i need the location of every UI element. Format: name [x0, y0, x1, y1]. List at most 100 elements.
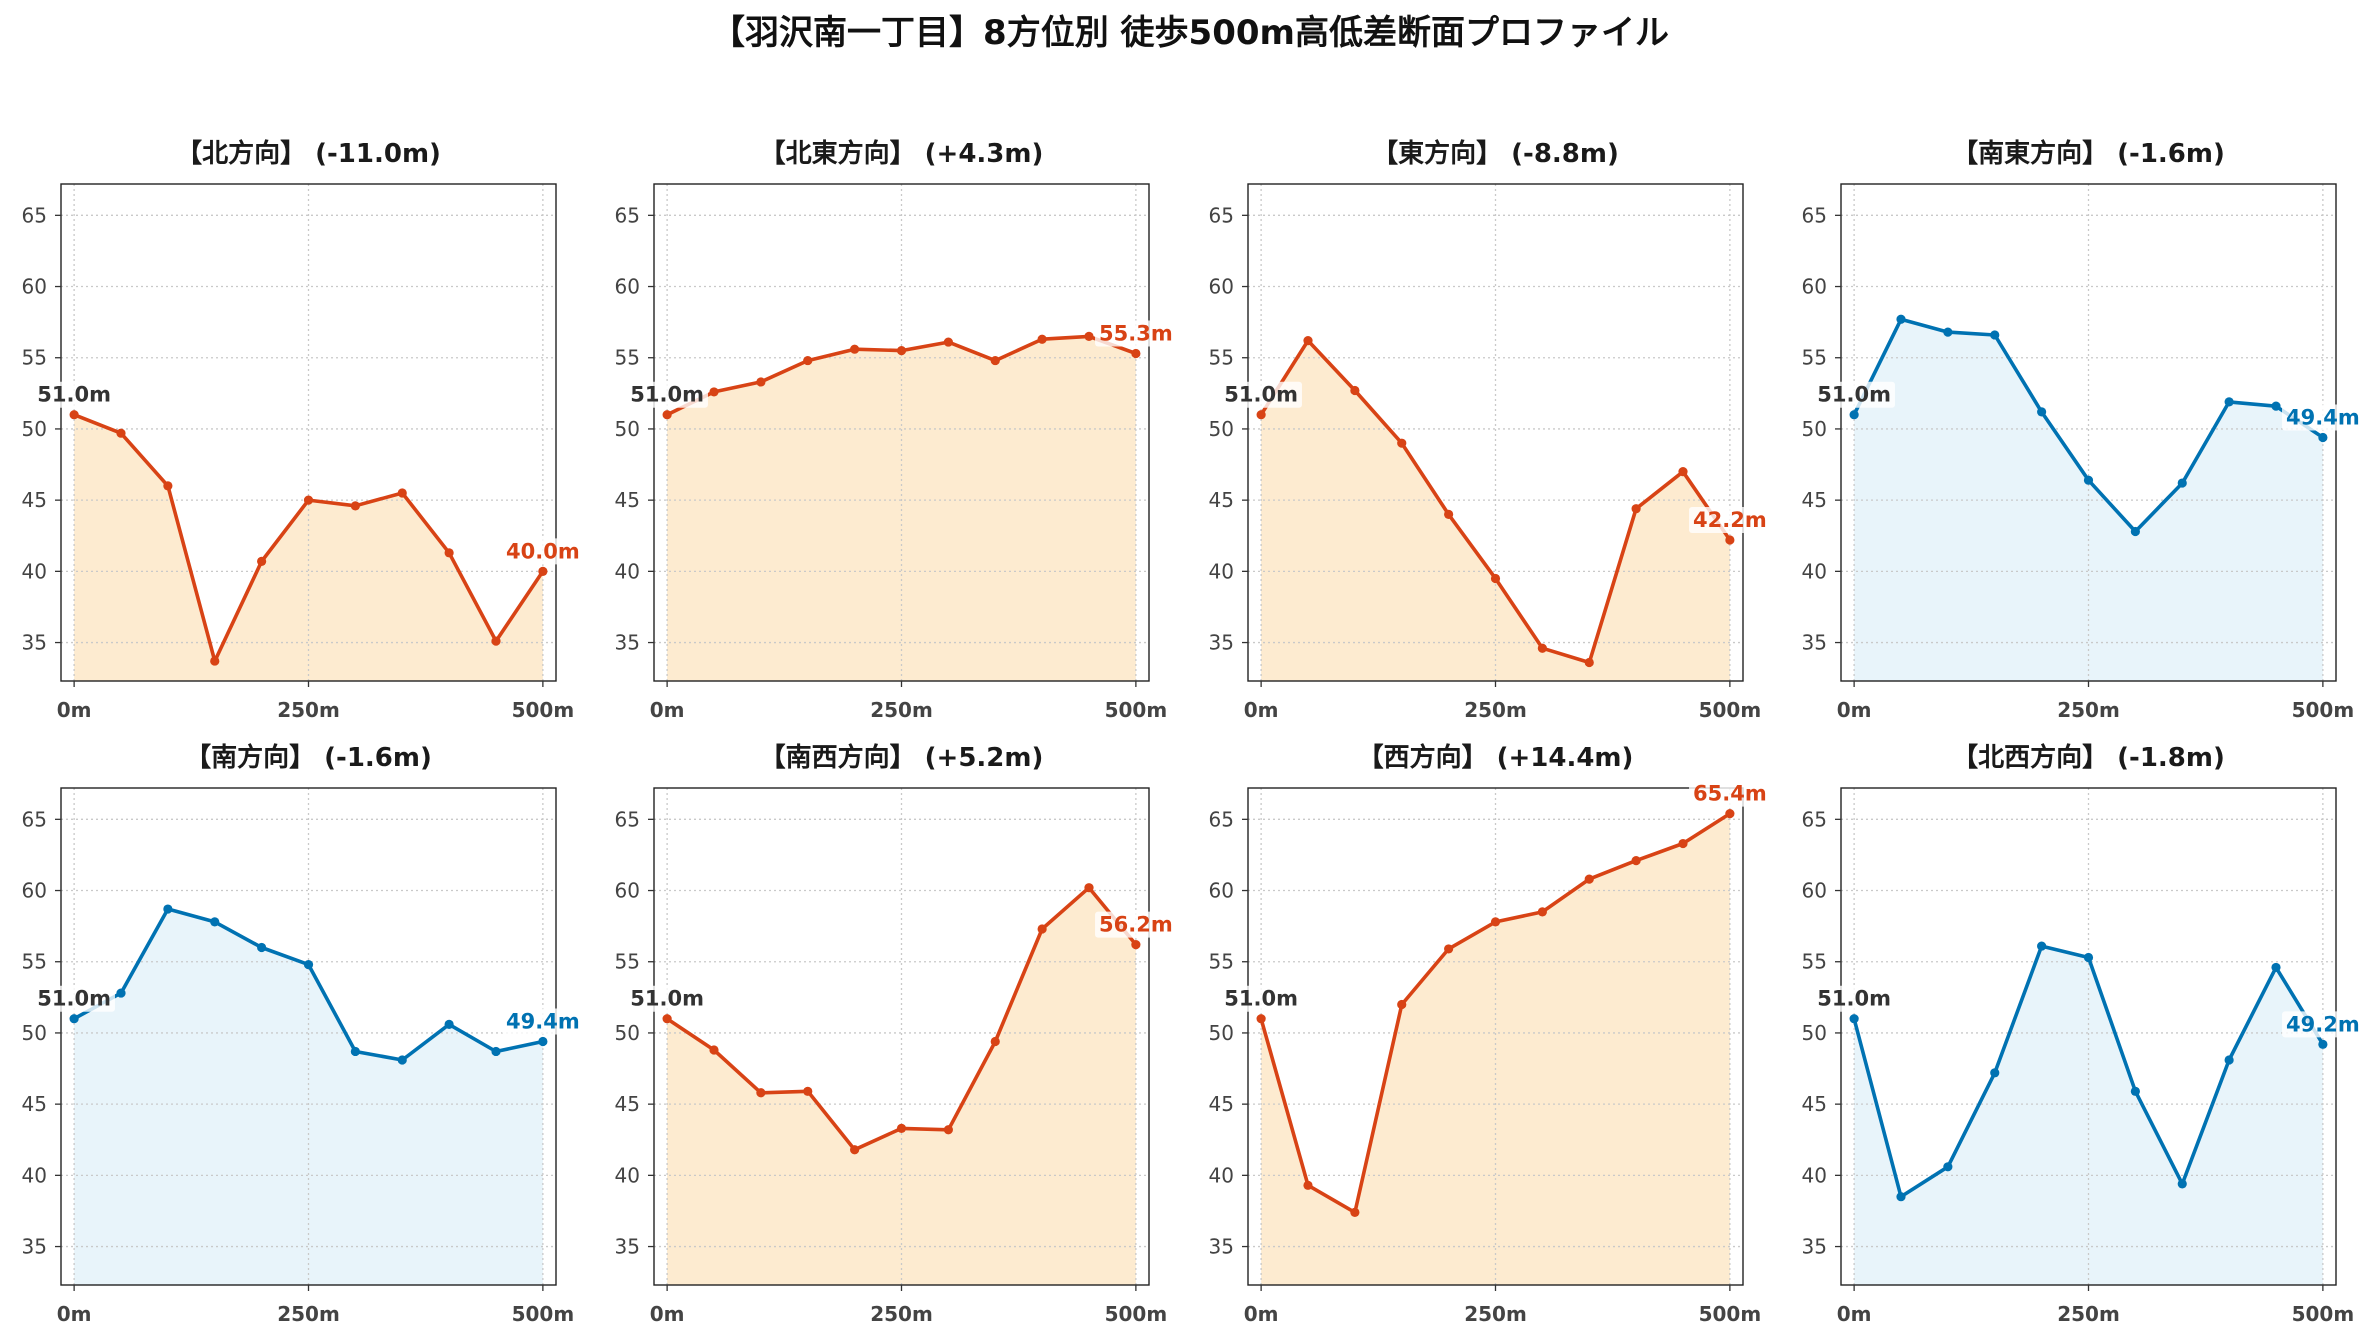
y-tick-label: 45	[22, 1092, 47, 1116]
start-label: 51.0m	[1224, 987, 1298, 1011]
start-label: 51.0m	[1817, 987, 1891, 1011]
chart-panel: 35 40 45 50 55 60 65 0m 250m 500m 【南西方向】 (+5.2m) 51…	[615, 742, 1177, 1326]
panel-title: 【北方向】 (-11.0m)	[176, 138, 441, 169]
data-point	[1444, 944, 1454, 954]
y-tick-label: 35	[615, 1235, 640, 1259]
data-point	[1350, 385, 1360, 396]
y-tick-label: 50	[1209, 417, 1234, 441]
y-tick-label: 40	[1802, 559, 1827, 583]
y-tick-label: 40	[1209, 559, 1234, 583]
area-fill	[74, 909, 543, 1285]
y-tick-label: 55	[1802, 346, 1827, 370]
data-point	[1490, 573, 1501, 584]
data-point	[1084, 883, 1094, 893]
end-label: 40.0m	[506, 539, 580, 563]
data-point	[1725, 535, 1735, 545]
end-label-group: 49.2m	[2282, 1011, 2364, 1038]
data-point	[850, 1145, 860, 1155]
data-point	[397, 1055, 407, 1065]
chart-panel: 35 40 45 50 55 60 65 0m 250m 500m 【北東方向】 (+4.3m) 51…	[615, 138, 1177, 722]
start-label: 51.0m	[37, 987, 111, 1011]
y-tick-label: 50	[615, 417, 640, 441]
y-tick-label: 35	[615, 631, 640, 655]
y-tick-label: 65	[1209, 807, 1234, 831]
data-point	[1303, 1180, 1313, 1190]
start-label-group: 51.0m	[33, 985, 115, 1012]
data-point	[803, 1086, 813, 1096]
y-tick-label: 40	[1209, 1163, 1234, 1187]
y-tick-label: 40	[615, 559, 640, 583]
data-point	[1678, 467, 1688, 477]
data-point	[1631, 856, 1641, 866]
data-point	[1084, 331, 1094, 341]
data-point	[69, 1014, 79, 1024]
end-label: 49.4m	[506, 1009, 580, 1033]
x-tick-label: 500m	[512, 698, 575, 722]
end-label-box	[1095, 911, 1177, 938]
x-tick-label: 500m	[1105, 698, 1168, 722]
data-point	[2224, 1055, 2234, 1065]
start-label-group: 51.0m	[1220, 381, 1302, 408]
data-point	[257, 556, 267, 566]
y-tick-label: 60	[615, 275, 640, 299]
data-point	[709, 387, 719, 397]
y-tick-label: 40	[22, 559, 47, 583]
start-label-box	[626, 985, 708, 1012]
end-label-group: 55.3m	[1095, 320, 1177, 347]
data-point	[2224, 397, 2234, 407]
y-tick-label: 45	[1209, 488, 1234, 512]
end-label-box	[2282, 404, 2364, 431]
data-point	[491, 1046, 501, 1057]
end-label: 49.2m	[2286, 1012, 2360, 1036]
data-point	[257, 942, 267, 953]
end-label-group: 40.0m	[502, 538, 584, 565]
data-point	[1131, 940, 1141, 950]
data-point	[444, 548, 454, 558]
start-label-box	[626, 381, 708, 408]
end-label: 65.4m	[1693, 782, 1767, 806]
data-point	[1537, 643, 1547, 653]
panel-title: 【北西方向】 (-1.8m)	[1952, 742, 2225, 773]
data-point	[896, 346, 907, 356]
area-fill	[667, 336, 1136, 681]
y-tick-label: 35	[22, 1235, 47, 1259]
start-label-group: 51.0m	[1813, 381, 1895, 408]
data-point	[803, 355, 813, 366]
data-point	[2271, 962, 2281, 973]
data-point	[943, 337, 953, 347]
data-point	[2177, 1179, 2187, 1189]
x-tick-label: 250m	[277, 698, 340, 722]
y-tick-label: 35	[1802, 1235, 1827, 1259]
y-tick-label: 45	[615, 488, 640, 512]
x-tick-label: 500m	[2292, 698, 2355, 722]
end-label-box	[502, 1008, 584, 1035]
y-tick-label: 45	[1209, 1092, 1234, 1116]
data-point	[1725, 809, 1735, 819]
y-tick-label: 65	[22, 203, 47, 227]
data-point	[1990, 330, 2000, 340]
data-point	[1397, 438, 1407, 448]
y-tick-label: 65	[1209, 203, 1234, 227]
data-point	[210, 917, 220, 927]
data-point	[2083, 475, 2094, 485]
x-tick-label: 0m	[1244, 1302, 1279, 1326]
y-tick-label: 60	[1209, 275, 1234, 299]
y-tick-label: 55	[1209, 950, 1234, 974]
data-point	[163, 481, 173, 491]
x-tick-label: 500m	[512, 1302, 575, 1326]
y-tick-label: 35	[1209, 631, 1234, 655]
data-point	[662, 410, 672, 420]
x-tick-label: 500m	[1699, 1302, 1762, 1326]
data-point	[2037, 407, 2047, 417]
end-label-group: 49.4m	[2282, 404, 2364, 431]
data-point	[116, 428, 126, 438]
y-tick-label: 55	[615, 346, 640, 370]
start-label-group: 51.0m	[626, 985, 708, 1012]
data-point	[756, 1088, 766, 1098]
y-tick-label: 65	[615, 203, 640, 227]
y-tick-label: 45	[1802, 488, 1827, 512]
y-tick-label: 60	[22, 275, 47, 299]
data-point	[1350, 1207, 1360, 1217]
data-point	[1584, 657, 1594, 668]
start-label-box	[33, 381, 115, 408]
